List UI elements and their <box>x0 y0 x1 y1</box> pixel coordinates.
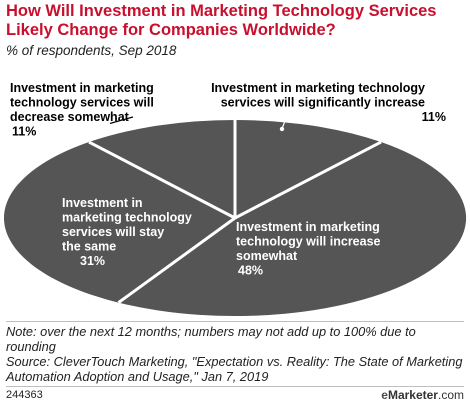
leader-lines <box>105 116 287 132</box>
slice-divider-2 <box>234 140 382 220</box>
slice-label-2-line-1: Investment in marketing <box>236 220 380 234</box>
note-text: Note: over the next 12 months; numbers m… <box>6 324 416 354</box>
leader-dot-4 <box>105 121 111 127</box>
source-text: Source: CleverTouch Marketing, "Expectat… <box>6 354 463 384</box>
slice-divider-4 <box>88 140 236 220</box>
slice-label-3-line-1: Investment in <box>62 196 143 210</box>
slice-label-2-line-3: somewhat <box>236 249 298 263</box>
footer-divider-bottom <box>6 386 464 387</box>
pie-slice-4 <box>88 120 235 218</box>
slice-label-2-line-2: technology will increase <box>236 235 381 249</box>
slice-value-3: 31% <box>80 254 105 268</box>
slice-label-3-line-4: the same <box>62 240 116 254</box>
slice-label-3-line-3: services will stay <box>62 225 164 239</box>
pie-slice-1 <box>235 120 382 218</box>
slice-labels: Investment in marketing technologyservic… <box>10 81 446 278</box>
chart-subtitle: % of respondents, Sep 2018 <box>6 43 177 58</box>
brand-domain: .com <box>437 388 464 402</box>
slice-label-4-line-2: technology services will <box>10 96 154 110</box>
leader-dot-1 <box>279 126 285 132</box>
pie-slice-3 <box>3 142 236 303</box>
slice-divider-3 <box>117 216 236 304</box>
pie-chart: Investment in marketing technologyservic… <box>3 81 467 317</box>
slice-label-3-line-2: marketing technology <box>62 211 192 225</box>
slice-value-4: 11% <box>12 125 36 139</box>
emarketer-logo: eMarketer.com <box>381 388 464 402</box>
brand-name: Marketer <box>387 388 438 402</box>
footer-divider <box>6 321 464 322</box>
pie-slice-2 <box>118 142 467 317</box>
chart-title: How Will Investment in Marketing Technol… <box>6 2 437 39</box>
slice-value-1: 11% <box>422 110 446 124</box>
leader-line-4 <box>107 116 134 125</box>
chart-id: 244363 <box>6 389 43 401</box>
slice-label-4-line-3: decrease somewhat <box>10 110 130 124</box>
pie-slices <box>3 120 467 317</box>
slice-dividers <box>88 120 382 304</box>
footer-notes: Note: over the next 12 months; numbers m… <box>6 324 466 384</box>
slice-value-2: 48% <box>238 264 263 278</box>
slice-label-4-line-1: Investment in marketing <box>10 81 154 95</box>
slice-label-1-line-2: services will significantly increase <box>221 96 425 110</box>
slice-label-1-line-1: Investment in marketing technology <box>211 81 425 95</box>
brand-e: e <box>381 388 388 402</box>
